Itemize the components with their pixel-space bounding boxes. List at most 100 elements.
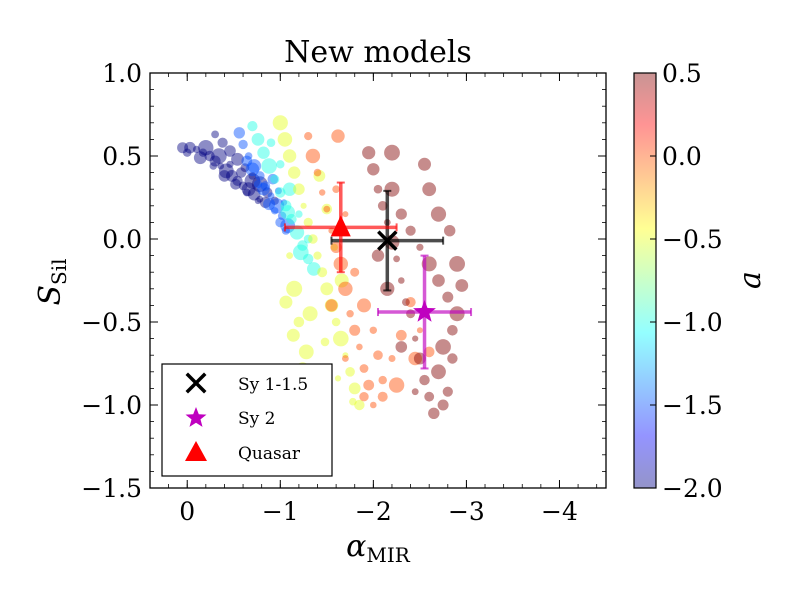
model-point: [321, 203, 333, 215]
model-point: [276, 160, 285, 169]
model-point: [388, 355, 396, 362]
colorbar-tick-label: −2.0: [662, 474, 723, 503]
y-axis-subscript: Sil: [47, 258, 71, 285]
model-point: [303, 234, 313, 244]
model-point: [198, 148, 208, 157]
model-point: [245, 162, 260, 177]
model-point: [405, 297, 416, 308]
model-point: [393, 255, 400, 263]
model-point: [331, 129, 345, 143]
plot-frame: [149, 72, 607, 489]
model-point: [236, 167, 247, 178]
model-point: [304, 132, 313, 141]
model-point: [350, 267, 360, 277]
model-point: [204, 150, 215, 162]
model-point: [293, 316, 305, 328]
model-point: [262, 187, 273, 198]
model-point: [369, 326, 377, 334]
model-point: [251, 133, 265, 146]
model-point: [416, 243, 424, 251]
model-point: [211, 148, 227, 164]
model-point: [398, 277, 405, 284]
x-axis-subscript: MIR: [366, 543, 410, 567]
model-point: [384, 144, 400, 161]
model-point: [325, 299, 338, 312]
x-axis-minor-ticks: [149, 73, 598, 488]
model-point: [241, 182, 256, 197]
y-tick-label: 0.5: [102, 142, 142, 171]
model-point: [430, 206, 447, 222]
x-tick-label: −3: [448, 497, 485, 526]
model-point: [412, 335, 419, 342]
model-point: [437, 399, 449, 411]
y-tick-label: −1.5: [81, 474, 142, 503]
model-point: [422, 182, 437, 197]
model-point: [271, 207, 279, 215]
y-tick-label: 1.0: [102, 59, 142, 88]
y-tick-label: −0.5: [81, 308, 142, 337]
model-point: [303, 217, 313, 227]
model-point: [183, 148, 192, 157]
model-point: [348, 382, 361, 395]
model-point: [192, 145, 201, 153]
model-point: [371, 249, 385, 262]
model-point: [267, 173, 279, 185]
model-point: [330, 243, 338, 251]
model-point: [217, 162, 225, 170]
model-point: [300, 202, 307, 209]
model-point: [442, 386, 453, 397]
model-point: [349, 324, 361, 336]
model-point: [357, 298, 371, 313]
model-point: [282, 182, 297, 196]
legend-label-quasar: Quasar: [238, 444, 301, 464]
model-point: [280, 205, 296, 220]
legend-label-sy2: Sy 2: [238, 409, 275, 429]
model-point: [242, 188, 251, 197]
model-point: [388, 377, 405, 393]
model-point: [218, 170, 231, 182]
observations: [283, 181, 473, 370]
model-point: [226, 170, 238, 182]
model-point: [330, 241, 342, 253]
model-point: [449, 256, 465, 272]
model-point: [356, 343, 363, 351]
model-points: [177, 115, 469, 419]
model-point: [269, 198, 285, 214]
model-point: [319, 189, 326, 196]
colorbar: 0.5 0.0 −0.5 −1.0 −1.5 −2.0 a: [633, 59, 768, 503]
legend: Sy 1-1.5 Sy 2 Quasar: [161, 363, 333, 477]
model-point: [260, 181, 271, 191]
model-point: [447, 325, 458, 336]
model-point: [333, 330, 349, 347]
model-point: [419, 374, 430, 386]
model-point: [209, 162, 218, 170]
model-point: [259, 197, 271, 208]
sy1-marker: [377, 230, 398, 251]
model-point: [240, 163, 250, 173]
chart-title: New models: [284, 35, 472, 70]
model-point: [320, 282, 334, 296]
model-point: [373, 184, 383, 194]
model-point: [257, 182, 270, 196]
model-point: [241, 155, 253, 167]
model-point: [295, 210, 303, 218]
y-tick-label: 0.0: [102, 225, 142, 254]
model-point: [286, 280, 303, 297]
model-point: [363, 379, 375, 391]
x-tick-label: −4: [541, 497, 578, 526]
model-point: [293, 244, 309, 261]
model-point: [275, 217, 286, 228]
model-point: [256, 195, 264, 203]
legend-marker-quasar: [185, 441, 207, 461]
model-point: [405, 225, 416, 236]
model-point: [211, 130, 220, 139]
x-tick-label: −1: [262, 497, 299, 526]
model-point: [359, 392, 369, 402]
y-tick-label: −1.0: [81, 391, 142, 420]
model-point: [345, 367, 355, 377]
model-point: [238, 181, 248, 191]
model-point: [323, 205, 331, 213]
model-point: [286, 213, 297, 225]
sy2-marker: [413, 300, 436, 322]
model-point: [254, 197, 262, 205]
